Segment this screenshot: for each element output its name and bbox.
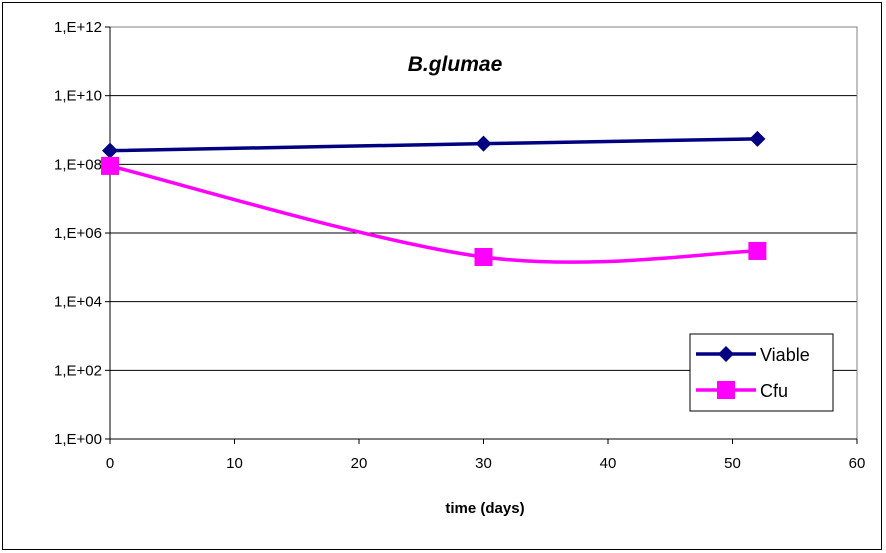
x-tick-label: 60 xyxy=(849,455,866,472)
y-tick-label: 1,E+08 xyxy=(54,156,102,173)
y-tick-label: 1,E+02 xyxy=(54,362,102,379)
legend-marker-viable xyxy=(718,346,734,362)
legend-marker-cfu xyxy=(717,381,735,399)
legend-label-cfu: Cfu xyxy=(760,381,788,401)
y-tick-label: 1,E+04 xyxy=(54,294,102,311)
legend-label-viable: Viable xyxy=(760,345,810,365)
data-point-cfu xyxy=(101,156,119,175)
x-axis-title: time (days) xyxy=(445,500,524,517)
x-tick-label: 30 xyxy=(475,455,492,472)
data-point-cfu xyxy=(474,247,493,266)
y-tick-label: 1,E+12 xyxy=(54,19,102,36)
data-point-viable xyxy=(475,135,492,152)
x-tick-label: 10 xyxy=(226,455,243,472)
series-line-viable xyxy=(109,137,758,153)
x-tick-label: 0 xyxy=(106,455,114,472)
x-tick-label: 50 xyxy=(724,455,741,472)
y-tick-label: 1,E+06 xyxy=(54,225,102,242)
chart-title: B.glumae xyxy=(408,53,503,76)
data-point-cfu xyxy=(748,241,767,260)
series-line-cfu xyxy=(109,164,758,264)
y-tick-label: 1,E+10 xyxy=(54,88,102,105)
x-tick-label: 40 xyxy=(600,455,617,472)
data-point-viable xyxy=(749,130,766,147)
legend: Viable Cfu xyxy=(689,333,834,412)
series-layer xyxy=(101,130,767,266)
axes xyxy=(105,26,858,444)
tick-labels: 1,E+00 1,E+02 1,E+04 1,E+06 1,E+08 1,E+10 1,E+… xyxy=(54,19,865,472)
x-tick-label: 20 xyxy=(351,455,368,472)
y-tick-label: 1,E+00 xyxy=(54,431,102,448)
data-point-viable xyxy=(102,142,118,159)
